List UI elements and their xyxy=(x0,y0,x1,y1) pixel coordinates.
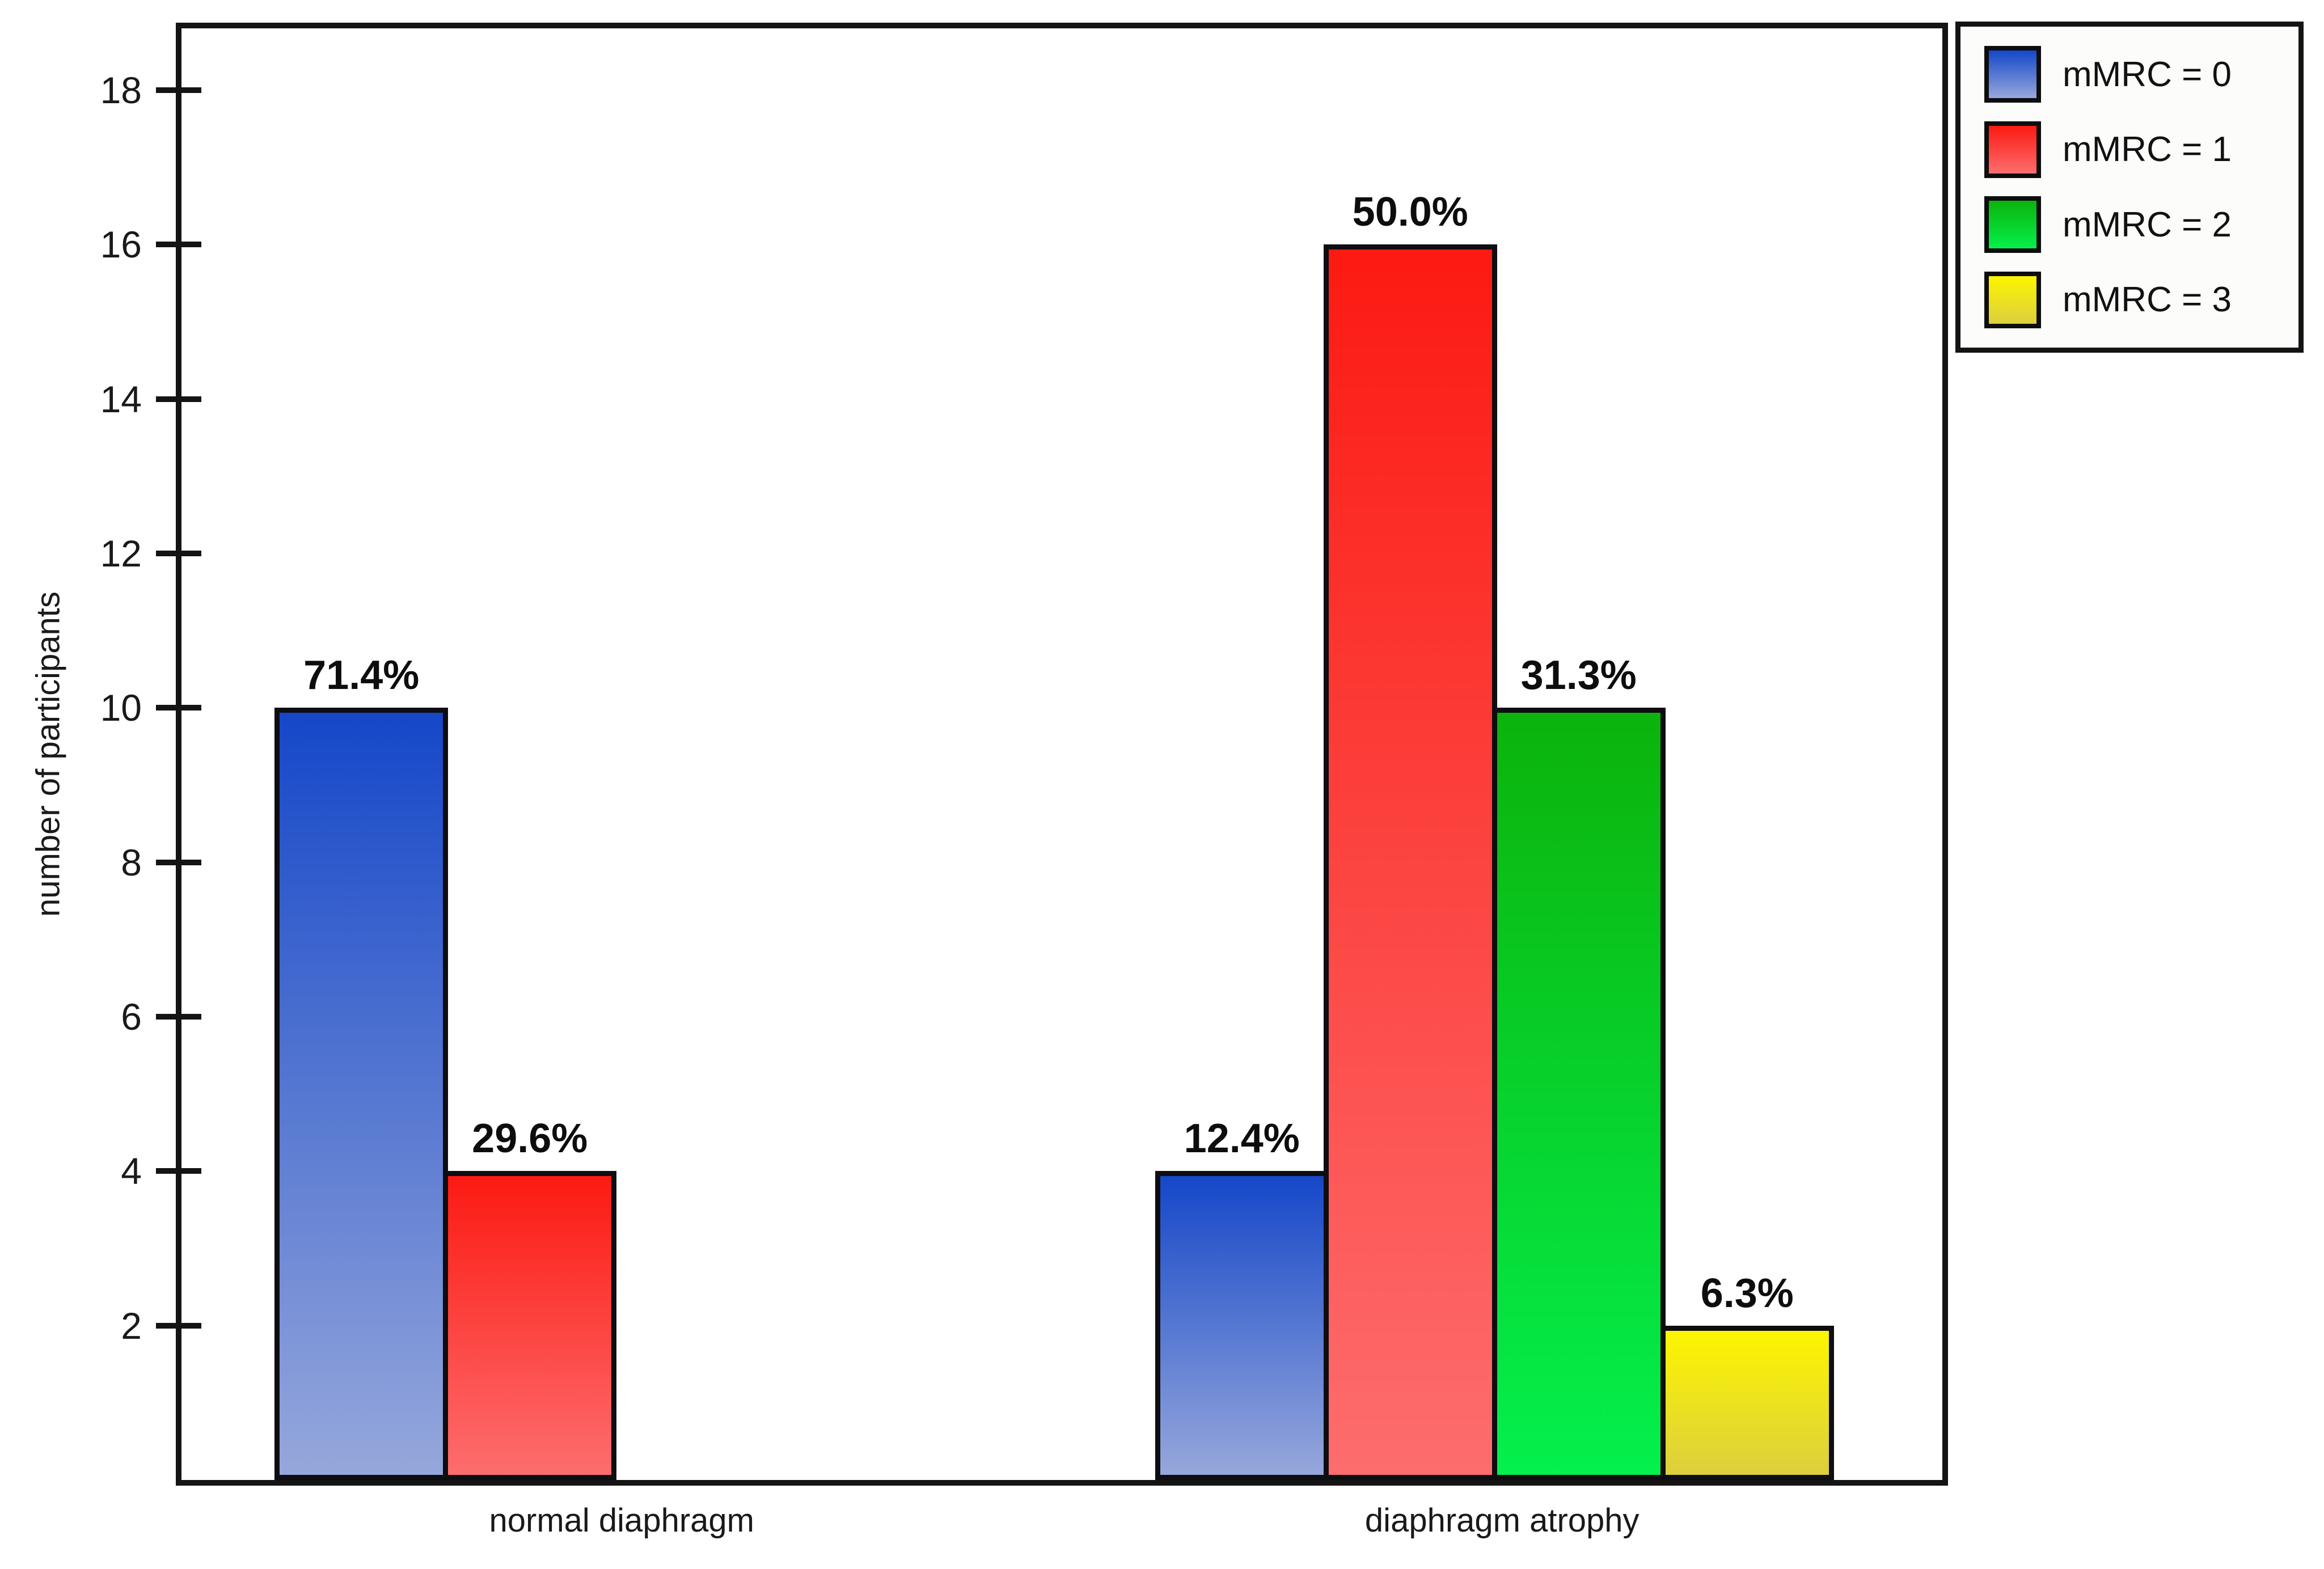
bar-value-label: 50.0% xyxy=(1352,189,1468,235)
bar-value-label: 12.4% xyxy=(1184,1116,1300,1162)
y-tick xyxy=(156,1168,201,1174)
bar-value-label: 6.3% xyxy=(1700,1270,1794,1316)
legend-swatch-icon xyxy=(1984,196,2041,253)
y-tick xyxy=(156,705,201,711)
legend-swatch-icon xyxy=(1984,46,2041,103)
legend-swatch-icon xyxy=(1984,271,2041,328)
y-tick xyxy=(156,859,201,865)
y-tick xyxy=(156,550,201,556)
bar-mMRC1-normal-diaphragm xyxy=(443,1171,617,1480)
x-category-label: normal diaphragm xyxy=(489,1502,754,1539)
legend-label: mMRC = 1 xyxy=(2063,130,2232,170)
bar-value-label: 71.4% xyxy=(303,653,420,699)
y-tick xyxy=(156,396,201,402)
legend-label: mMRC = 0 xyxy=(2063,54,2232,94)
y-tick xyxy=(156,87,201,93)
legend-label: mMRC = 3 xyxy=(2063,280,2232,320)
y-tick-label: 10 xyxy=(100,687,142,729)
bar-value-label: 29.6% xyxy=(472,1116,588,1162)
legend-entry: mMRC = 0 xyxy=(1984,46,2298,103)
plot-area: 2 4 6 8 10 12 14 16 18 71.4% 29.6% 12.4% 50.0% 31.3% 6… xyxy=(100,23,1948,1486)
y-tick xyxy=(156,1322,201,1329)
y-tick xyxy=(156,1013,201,1020)
legend-label: mMRC = 2 xyxy=(2063,205,2232,244)
legend-entry: mMRC = 2 xyxy=(1984,196,2298,253)
legend-entry: mMRC = 1 xyxy=(1984,121,2298,178)
y-tick-label: 16 xyxy=(100,223,142,266)
x-category-label: diaphragm atrophy xyxy=(1364,1502,1640,1539)
bar-mMRC0-normal-diaphragm xyxy=(274,708,449,1480)
legend-entry: mMRC = 3 xyxy=(1984,271,2298,328)
y-tick-label: 12 xyxy=(100,532,142,574)
bar-mMRC2-diaphragm-atrophy xyxy=(1491,708,1666,1480)
bar-mMRC3-diaphragm-atrophy xyxy=(1660,1325,1834,1480)
y-tick-label: 8 xyxy=(121,841,142,883)
bar-mMRC0-diaphragm-atrophy xyxy=(1155,1171,1329,1480)
y-tick-label: 18 xyxy=(100,69,142,111)
legend: mMRC = 0 mMRC = 1 mMRC = 2 mMRC = 3 xyxy=(1955,22,2304,353)
bar-mMRC1-diaphragm-atrophy xyxy=(1323,244,1497,1480)
y-tick-label: 4 xyxy=(121,1150,142,1192)
y-tick xyxy=(156,242,201,248)
legend-swatch-icon xyxy=(1984,121,2041,178)
y-tick-label: 6 xyxy=(121,995,142,1038)
y-tick-label: 2 xyxy=(121,1304,142,1347)
bar-value-label: 31.3% xyxy=(1520,653,1637,699)
y-tick-label: 14 xyxy=(100,378,142,420)
